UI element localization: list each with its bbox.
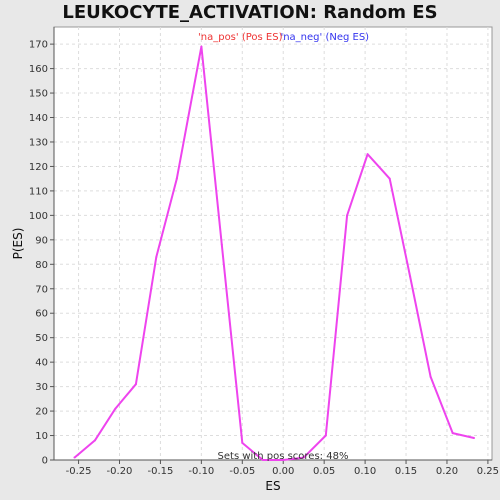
y-tick-label: 170 bbox=[29, 40, 48, 51]
y-tick-label: 90 bbox=[35, 235, 48, 246]
data-point bbox=[282, 459, 285, 461]
y-tick-label: 100 bbox=[29, 211, 48, 222]
data-point bbox=[155, 255, 158, 258]
data-point bbox=[366, 153, 369, 156]
x-tick-label: -0.20 bbox=[107, 466, 133, 477]
y-tick-label: 40 bbox=[35, 358, 48, 369]
y-tick-label: 140 bbox=[29, 113, 48, 124]
x-tick-label: -0.25 bbox=[66, 466, 92, 477]
data-point bbox=[175, 177, 178, 180]
data-point bbox=[324, 434, 327, 437]
data-point bbox=[429, 375, 432, 378]
es-distribution-line bbox=[73, 45, 475, 461]
x-tick-label: -0.15 bbox=[147, 466, 173, 477]
y-tick-label: 20 bbox=[35, 407, 48, 418]
data-point bbox=[134, 383, 137, 386]
y-tick-label: 120 bbox=[29, 162, 48, 173]
x-tick-label: 0.10 bbox=[354, 466, 376, 477]
x-tick-label: 0.20 bbox=[436, 466, 458, 477]
x-axis-label: ES bbox=[265, 479, 280, 493]
data-point bbox=[241, 441, 244, 444]
legend-neg-label: 'na_neg' (Neg ES) bbox=[280, 32, 369, 43]
data-point bbox=[261, 459, 264, 461]
pos-scores-annotation: Sets with pos scores: 48% bbox=[218, 451, 349, 462]
x-tick-label: 0.00 bbox=[272, 466, 294, 477]
x-tick-label: -0.05 bbox=[229, 466, 255, 477]
data-point bbox=[451, 432, 454, 435]
x-tick-label: 0.15 bbox=[395, 466, 417, 477]
data-point bbox=[388, 177, 391, 180]
x-tick-label: -0.10 bbox=[188, 466, 214, 477]
data-point bbox=[472, 436, 475, 439]
data-point bbox=[220, 243, 223, 246]
y-tick-label: 80 bbox=[35, 260, 48, 271]
data-point bbox=[73, 456, 76, 459]
y-axis-label: P(ES) bbox=[11, 228, 25, 260]
data-point bbox=[200, 45, 203, 48]
x-tick-label: 0.05 bbox=[313, 466, 335, 477]
y-tick-label: 60 bbox=[35, 309, 48, 320]
x-tick-label: 0.25 bbox=[477, 466, 499, 477]
data-point bbox=[93, 439, 96, 442]
y-tick-label: 150 bbox=[29, 89, 48, 100]
data-point bbox=[114, 407, 117, 410]
y-tick-label: 0 bbox=[42, 456, 48, 467]
y-tick-label: 70 bbox=[35, 284, 48, 295]
data-point bbox=[302, 456, 305, 459]
series-layer bbox=[73, 45, 475, 461]
y-tick-label: 30 bbox=[35, 382, 48, 393]
data-point bbox=[346, 214, 349, 217]
data-point bbox=[409, 275, 412, 278]
legend-pos-label: 'na_pos' (Pos ES) bbox=[198, 32, 283, 43]
y-tick-label: 10 bbox=[35, 431, 48, 442]
y-tick-label: 130 bbox=[29, 137, 48, 148]
y-tick-label: 160 bbox=[29, 64, 48, 75]
plot-area bbox=[53, 26, 493, 461]
y-tick-label: 110 bbox=[29, 186, 48, 197]
grid-lines bbox=[54, 27, 492, 460]
y-tick-label: 50 bbox=[35, 333, 48, 344]
